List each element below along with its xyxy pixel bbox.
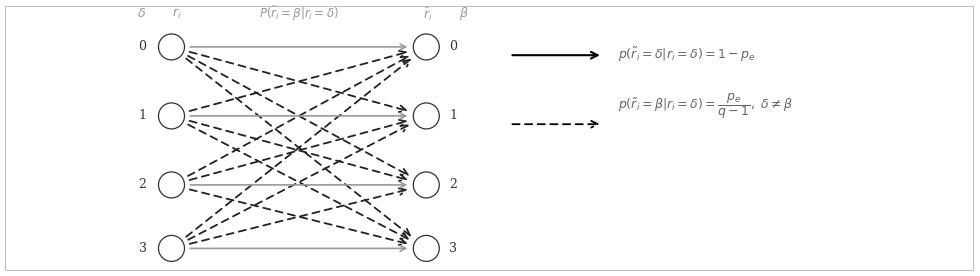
Circle shape <box>159 172 184 198</box>
Circle shape <box>159 103 184 129</box>
Text: $\beta$: $\beta$ <box>460 5 469 22</box>
Text: 2: 2 <box>138 178 146 192</box>
Text: 0: 0 <box>449 40 458 54</box>
Text: $r_i$: $r_i$ <box>172 7 181 21</box>
Text: $\delta$: $\delta$ <box>137 7 146 20</box>
Circle shape <box>159 34 184 60</box>
Circle shape <box>159 235 184 261</box>
Text: 3: 3 <box>449 242 458 255</box>
Circle shape <box>414 172 439 198</box>
Text: $p(\tilde{r}_i = \delta | r_i = \delta) = 1 - p_e$: $p(\tilde{r}_i = \delta | r_i = \delta) … <box>617 46 756 64</box>
Text: $P(\tilde{r}_i=\beta|r_i=\delta)$: $P(\tilde{r}_i=\beta|r_i=\delta)$ <box>259 5 339 23</box>
Text: $\tilde{r}_i$: $\tilde{r}_i$ <box>423 5 433 23</box>
Text: 0: 0 <box>138 40 146 54</box>
Circle shape <box>414 235 439 261</box>
Text: 1: 1 <box>449 109 458 123</box>
Text: 1: 1 <box>138 109 146 123</box>
Text: 2: 2 <box>449 178 458 192</box>
Text: $p(\tilde{r}_i = \beta | r_i = \delta) = \dfrac{p_e}{q-1},\ \delta \neq \beta$: $p(\tilde{r}_i = \beta | r_i = \delta) =… <box>617 91 793 121</box>
Circle shape <box>414 34 439 60</box>
Circle shape <box>414 103 439 129</box>
Text: 3: 3 <box>138 242 146 255</box>
